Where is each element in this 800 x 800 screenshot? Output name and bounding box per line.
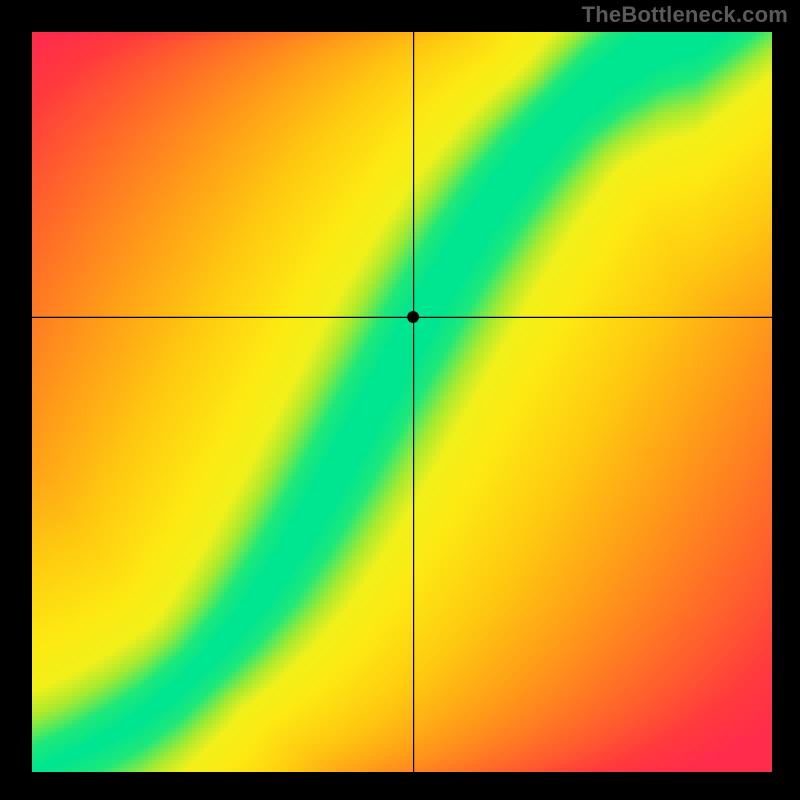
watermark-label: TheBottleneck.com [582,2,788,28]
figure-root: TheBottleneck.com [0,0,800,800]
crosshair-overlay [32,32,772,772]
